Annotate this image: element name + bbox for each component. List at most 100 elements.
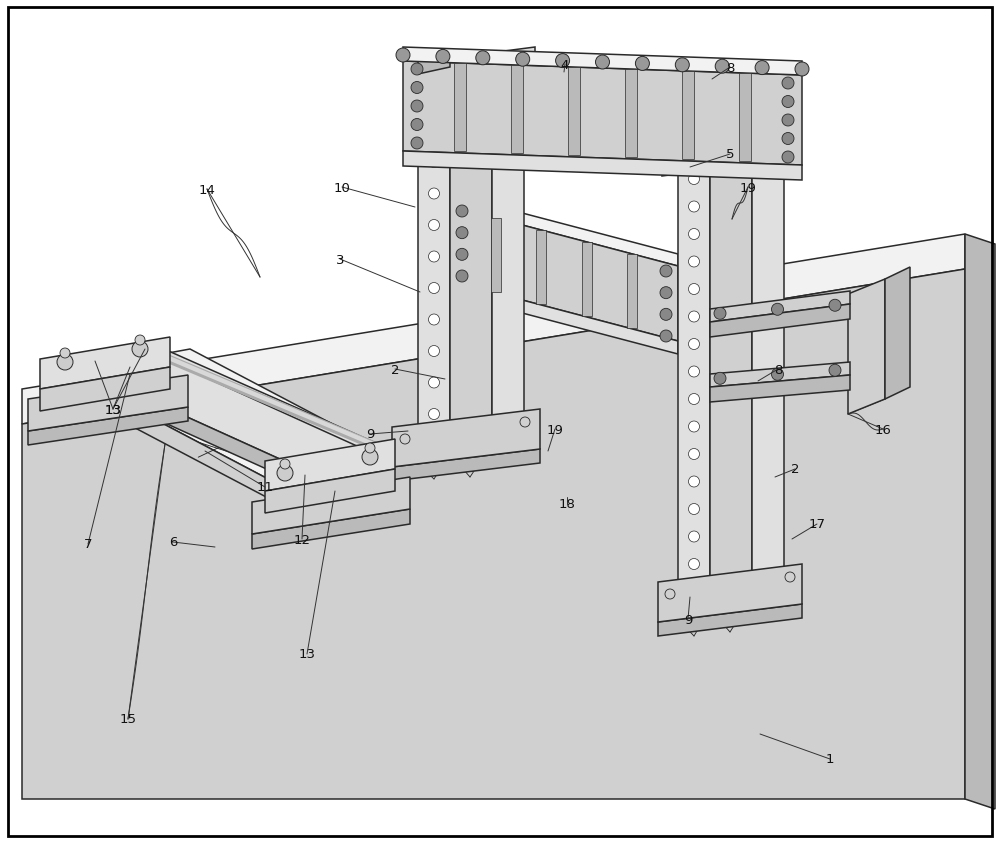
Circle shape xyxy=(660,266,672,278)
Circle shape xyxy=(755,62,769,75)
Circle shape xyxy=(782,133,794,145)
Polygon shape xyxy=(403,62,802,165)
Text: 15: 15 xyxy=(120,712,137,726)
Text: 18: 18 xyxy=(559,498,575,511)
Polygon shape xyxy=(710,147,752,584)
Circle shape xyxy=(456,249,468,261)
Circle shape xyxy=(396,49,410,63)
Text: 8: 8 xyxy=(774,363,782,376)
Circle shape xyxy=(428,220,440,231)
Text: 5: 5 xyxy=(726,149,734,161)
Circle shape xyxy=(660,287,672,300)
Text: 17: 17 xyxy=(808,518,825,531)
Circle shape xyxy=(714,373,726,385)
Circle shape xyxy=(428,377,440,388)
Circle shape xyxy=(782,115,794,127)
Text: 19: 19 xyxy=(740,181,756,194)
Polygon shape xyxy=(392,409,540,468)
Circle shape xyxy=(688,504,700,515)
Polygon shape xyxy=(90,374,315,491)
Polygon shape xyxy=(885,268,910,399)
Text: 4: 4 xyxy=(561,58,569,72)
Polygon shape xyxy=(710,571,752,622)
Circle shape xyxy=(428,315,440,326)
Polygon shape xyxy=(80,360,310,478)
Circle shape xyxy=(411,119,423,132)
Polygon shape xyxy=(418,55,450,75)
Circle shape xyxy=(688,394,700,405)
Circle shape xyxy=(428,126,440,137)
Circle shape xyxy=(520,418,530,428)
Circle shape xyxy=(456,206,468,218)
Circle shape xyxy=(829,300,841,312)
Circle shape xyxy=(782,78,794,90)
Circle shape xyxy=(400,435,410,445)
Polygon shape xyxy=(418,80,450,430)
Circle shape xyxy=(660,331,672,343)
Polygon shape xyxy=(40,368,170,412)
Circle shape xyxy=(365,443,375,453)
Text: 12: 12 xyxy=(294,533,311,546)
Polygon shape xyxy=(658,604,802,636)
Circle shape xyxy=(411,64,423,76)
Polygon shape xyxy=(65,372,270,500)
Polygon shape xyxy=(511,66,523,154)
Circle shape xyxy=(715,60,729,74)
Circle shape xyxy=(771,304,783,316)
Circle shape xyxy=(428,409,440,420)
Circle shape xyxy=(688,257,700,268)
Circle shape xyxy=(428,95,440,106)
Circle shape xyxy=(688,559,700,570)
Circle shape xyxy=(456,227,468,240)
Circle shape xyxy=(436,51,450,64)
Polygon shape xyxy=(739,74,751,162)
Polygon shape xyxy=(678,160,710,584)
Polygon shape xyxy=(710,363,850,387)
Text: 3: 3 xyxy=(336,253,344,266)
Circle shape xyxy=(688,339,700,350)
Polygon shape xyxy=(536,230,546,305)
Circle shape xyxy=(714,308,726,320)
Circle shape xyxy=(688,230,700,241)
Polygon shape xyxy=(65,349,395,480)
Polygon shape xyxy=(848,279,885,414)
Text: 10: 10 xyxy=(334,181,350,194)
Text: 13: 13 xyxy=(105,403,122,416)
Text: 2: 2 xyxy=(391,363,399,376)
Circle shape xyxy=(456,271,468,283)
Polygon shape xyxy=(450,207,678,342)
Circle shape xyxy=(60,349,70,359)
Circle shape xyxy=(688,366,700,377)
Circle shape xyxy=(411,101,423,113)
Polygon shape xyxy=(710,305,850,338)
Polygon shape xyxy=(28,376,188,431)
Circle shape xyxy=(665,589,675,599)
Polygon shape xyxy=(710,292,850,322)
Circle shape xyxy=(135,336,145,345)
Circle shape xyxy=(688,476,700,488)
Circle shape xyxy=(785,572,795,582)
Circle shape xyxy=(688,311,700,322)
Text: 1: 1 xyxy=(826,753,834,766)
Polygon shape xyxy=(28,408,188,446)
Polygon shape xyxy=(662,133,796,164)
Circle shape xyxy=(688,202,700,213)
Polygon shape xyxy=(450,67,492,430)
Polygon shape xyxy=(752,147,784,571)
Polygon shape xyxy=(22,235,965,425)
Circle shape xyxy=(362,450,378,465)
Polygon shape xyxy=(450,195,678,267)
Polygon shape xyxy=(662,147,796,176)
Polygon shape xyxy=(454,64,466,152)
Circle shape xyxy=(771,369,783,381)
Circle shape xyxy=(411,83,423,95)
Circle shape xyxy=(688,449,700,460)
Circle shape xyxy=(428,189,440,200)
Polygon shape xyxy=(568,68,580,156)
Polygon shape xyxy=(404,62,535,92)
Polygon shape xyxy=(90,360,390,475)
Circle shape xyxy=(428,346,440,357)
Polygon shape xyxy=(492,67,524,416)
Polygon shape xyxy=(403,152,802,181)
Circle shape xyxy=(516,53,530,68)
